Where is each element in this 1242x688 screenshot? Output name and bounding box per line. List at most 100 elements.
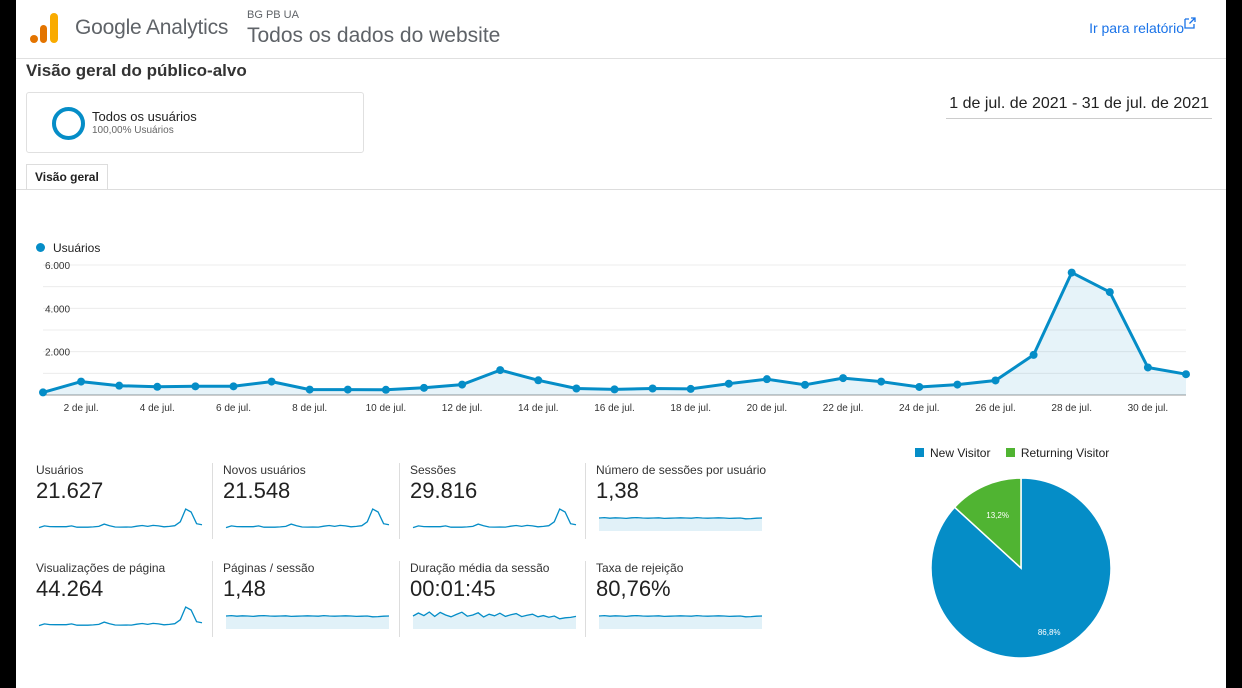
x-tick-label: 30 de jul. — [1128, 403, 1169, 414]
sparkline-line — [38, 606, 203, 627]
date-range-picker[interactable]: 1 de jul. de 2021 - 31 de jul. de 2021 — [946, 95, 1212, 119]
x-tick-label: 2 de jul. — [64, 403, 99, 414]
sparkline-line — [225, 614, 390, 618]
pie-data-label: 13,2% — [986, 511, 1009, 520]
users-data-point — [915, 382, 924, 391]
metric-sparkline — [38, 508, 203, 529]
users-data-point — [686, 384, 695, 393]
users-data-point — [648, 384, 657, 393]
pie-legend: New Visitor Returning Visitor — [915, 446, 1121, 460]
users-area-fill — [43, 272, 1186, 395]
legend-swatch-icon — [1005, 448, 1015, 457]
account-path[interactable]: BG PB UA — [247, 9, 299, 21]
users-data-point — [153, 382, 162, 391]
legend-label: Returning Visitor — [1020, 446, 1110, 460]
x-tick-label: 6 de jul. — [216, 403, 251, 414]
google-analytics-logo-icon — [30, 13, 58, 43]
sparkline-line — [412, 508, 577, 529]
users-data-point — [762, 375, 771, 384]
metric-new-users[interactable]: Novos usuários 21.548 — [212, 463, 390, 539]
metric-label: Visualizações de página — [36, 561, 166, 575]
users-data-point — [953, 380, 962, 389]
metric-value: 44.264 — [36, 576, 104, 601]
pie-slice-returning-visitor — [953, 477, 1022, 570]
legend-item-new-visitor[interactable]: New Visitor — [915, 446, 990, 460]
users-data-point — [381, 385, 390, 394]
sparkline-line — [598, 516, 763, 520]
users-data-point — [572, 384, 581, 393]
users-data-point — [724, 379, 733, 388]
users-data-point — [229, 382, 238, 391]
legend-dot-icon — [36, 243, 45, 252]
users-data-point — [305, 385, 314, 394]
metric-value: 21.548 — [223, 478, 291, 503]
metric-users[interactable]: Usuários 21.627 — [26, 463, 203, 539]
sparkline-fill — [226, 615, 389, 629]
brand-name: Google Analytics — [75, 16, 229, 39]
metric-sparkline — [598, 614, 763, 629]
segment-card[interactable]: Todos os usuários 100,00% Usuários — [26, 92, 364, 153]
y-tick-label: 2.000 — [45, 348, 70, 359]
x-tick-label: 16 de jul. — [594, 403, 635, 414]
users-data-point — [991, 376, 1000, 385]
users-data-point — [1143, 363, 1152, 372]
pie-data-label: 86,8% — [1038, 628, 1061, 637]
metric-avg-session-duration[interactable]: Duração média da sessão 00:01:45 — [399, 561, 577, 637]
metric-value: 00:01:45 — [410, 576, 496, 601]
metric-value: 1,48 — [223, 576, 266, 601]
users-data-point — [115, 381, 124, 390]
view-selector[interactable]: Todos os dados do website — [247, 24, 501, 47]
metric-sessions-per-user[interactable]: Número de sessões por usuário 1,38 — [585, 463, 766, 539]
legend-label: New Visitor — [930, 446, 991, 460]
x-tick-label: 8 de jul. — [292, 403, 327, 414]
users-data-point — [39, 388, 47, 397]
users-data-point — [267, 377, 276, 386]
legend-item-returning-visitor[interactable]: Returning Visitor — [1005, 446, 1110, 460]
metric-sparkline — [38, 606, 203, 627]
metric-value: 21.627 — [36, 478, 104, 503]
users-line-chart: 2.000 4.000 6.000 2 de jul. 4 de jul. 6 de ju… — [39, 261, 1190, 414]
metric-label: Usuários — [36, 463, 84, 477]
chart-legend[interactable]: Usuários — [36, 241, 100, 255]
metric-bounce-rate[interactable]: Taxa de rejeição 80,76% — [585, 561, 763, 637]
external-link-icon[interactable] — [1184, 17, 1196, 29]
x-tick-label: 18 de jul. — [670, 403, 711, 414]
metric-sparkline — [412, 611, 577, 629]
x-tick-label: 22 de jul. — [823, 403, 864, 414]
segment-ring-icon — [52, 107, 85, 140]
metric-sessions[interactable]: Sessões 29.816 — [399, 463, 577, 539]
sparkline-line — [38, 508, 203, 529]
x-tick-label: 28 de jul. — [1051, 403, 1092, 414]
y-tick-label: 6.000 — [45, 261, 70, 272]
metric-pageviews[interactable]: Visualizações de página 44.264 — [26, 561, 203, 637]
x-tick-label: 10 de jul. — [366, 403, 407, 414]
metric-label: Sessões — [410, 463, 457, 477]
x-tick-label: 26 de jul. — [975, 403, 1016, 414]
segment-percentage: 100,00% Usuários — [92, 125, 174, 136]
metric-sparkline — [225, 508, 390, 529]
users-data-point — [1182, 370, 1190, 379]
tab-divider — [16, 189, 1226, 190]
tab-overview[interactable]: Visão geral — [26, 164, 108, 190]
users-data-point — [801, 380, 809, 389]
metric-sparkline — [598, 516, 763, 531]
users-data-point — [610, 385, 619, 394]
metric-value: 29.816 — [410, 478, 478, 503]
sparkline-line — [412, 611, 577, 620]
users-data-point — [496, 366, 505, 375]
go-to-report-link[interactable]: Ir para relatório — [1089, 20, 1184, 36]
visitor-type-pie-chart: 86,8% 13,2% — [930, 477, 1112, 659]
metric-pages-per-session[interactable]: Páginas / sessão 1,48 — [212, 561, 390, 637]
sparkline-fill — [599, 517, 762, 531]
sparkline-line — [598, 614, 763, 618]
x-tick-label: 24 de jul. — [899, 403, 940, 414]
users-data-point — [534, 376, 543, 385]
sparkline-line — [225, 508, 390, 529]
metric-value: 1,38 — [596, 478, 639, 503]
users-data-point — [877, 377, 886, 386]
header: Google Analytics BG PB UA Todos os dados… — [16, 0, 1226, 59]
metric-label: Taxa de rejeição — [596, 561, 684, 575]
x-tick-label: 12 de jul. — [442, 403, 483, 414]
sparkline-fill — [599, 615, 762, 629]
metric-label: Novos usuários — [223, 463, 306, 477]
